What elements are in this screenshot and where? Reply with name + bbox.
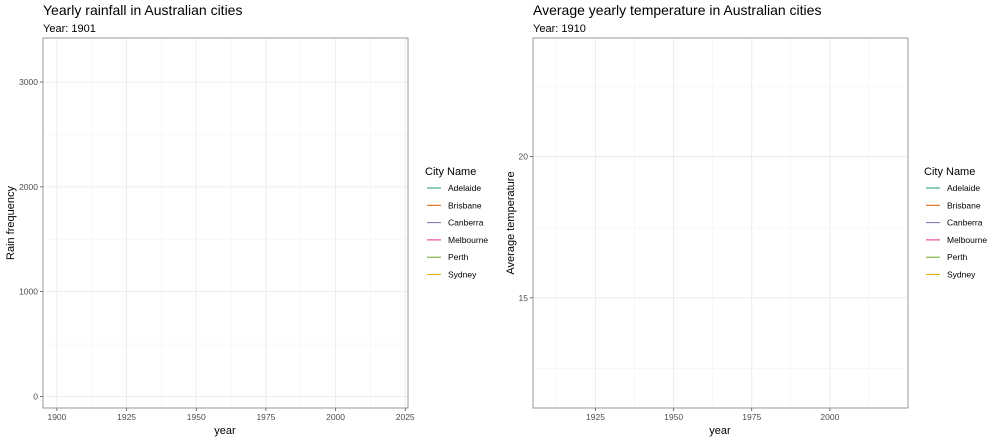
temperature-chart-title: Average yearly temperature in Australian… [533,2,821,18]
rainfall-legend: City Name Adelaide Brisbane Canberra Melbou… [425,166,488,280]
x-tick-label: 1950 [664,412,683,422]
legend-label-adelaide: Adelaide [947,183,980,193]
panel-border [532,37,909,409]
panel-border [42,37,409,409]
y-tick-label: 0 [33,391,38,401]
temperature-legend: City Name Adelaide Brisbane Canberra Melbou… [924,166,987,280]
rainfall-chart-title: Yearly rainfall in Australian cities [43,2,242,18]
x-tick-label: 2000 [326,412,345,422]
legend-label-canberra: Canberra [448,218,484,228]
legend-label-sydney: Sydney [947,270,976,280]
rainfall-chart: Yearly rainfall in Australian cities Yea… [5,2,488,437]
legend-label-melbourne: Melbourne [947,235,987,245]
legend-label-sydney: Sydney [448,270,477,280]
y-tick-label: 2000 [19,182,38,192]
x-tick-label: 2025 [396,412,415,422]
x-tick-label: 1950 [187,412,206,422]
legend-label-brisbane: Brisbane [947,200,981,210]
rainfall-y-axis-title: Rain frequency [5,186,17,260]
rainfall-x-axis-title: year [214,425,236,437]
legend-label-perth: Perth [947,252,968,262]
temperature-chart-subtitle: Year: 1910 [533,23,586,35]
legend-label-adelaide: Adelaide [448,183,481,193]
x-tick-label: 1975 [256,412,275,422]
x-tick-label: 2000 [820,412,839,422]
rainfall-chart-subtitle: Year: 1901 [43,23,96,35]
rainfall-plot-panel: 1900 1925 1950 1975 2000 2025 0 1000 2000 3000 [19,37,415,422]
temperature-legend-title: City Name [924,166,975,178]
y-tick-label: 1000 [19,287,38,297]
y-tick-label: 3000 [19,77,38,87]
legend-label-perth: Perth [448,252,469,262]
x-tick-label: 1925 [586,412,605,422]
temperature-y-axis-title: Average temperature [505,171,517,274]
temperature-x-axis-title: year [709,425,731,437]
x-tick-label: 1925 [117,412,136,422]
legend-label-melbourne: Melbourne [448,235,488,245]
legend-label-brisbane: Brisbane [448,200,482,210]
x-tick-label: 1900 [47,412,66,422]
temperature-chart: Average yearly temperature in Australian… [505,2,987,437]
y-tick-label: 15 [519,293,529,303]
y-tick-label: 20 [519,152,529,162]
legend-label-canberra: Canberra [947,218,983,228]
temperature-plot-panel: 1925 1950 1975 2000 15 20 [519,37,909,422]
rainfall-legend-title: City Name [425,166,476,178]
x-tick-label: 1975 [742,412,761,422]
